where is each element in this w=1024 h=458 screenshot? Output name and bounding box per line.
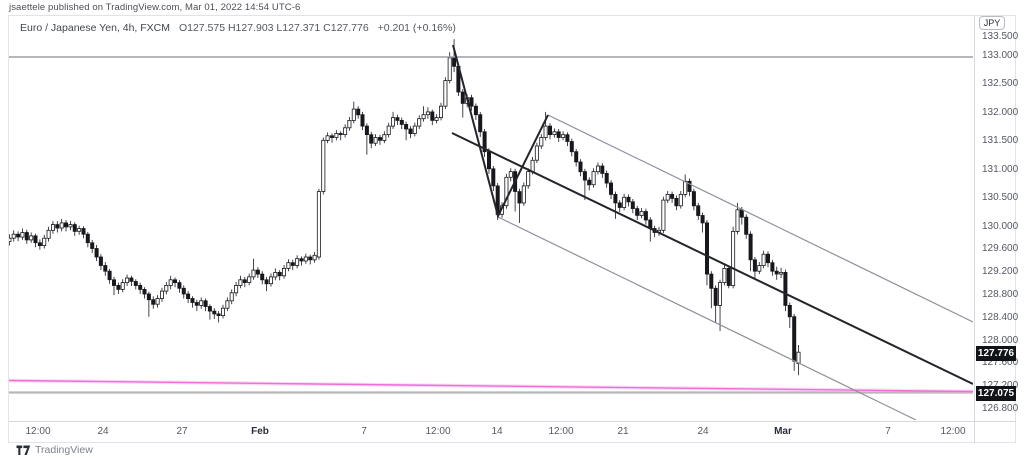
time-tick: 12:00 bbox=[425, 426, 451, 437]
change-value: +0.201 (+0.16%) bbox=[377, 22, 456, 34]
time-axis[interactable]: 12:00 24 27 Feb 7 12:00 14 12:00 21 24 Mar 7 12:00 bbox=[9, 422, 974, 443]
price-label: 128.000 bbox=[982, 334, 1019, 346]
price-badge: 127.776 bbox=[976, 345, 1016, 361]
time-tick: Mar bbox=[774, 426, 792, 437]
price-label: 129.200 bbox=[982, 266, 1019, 278]
price-label-top: 133.500 bbox=[982, 31, 1019, 42]
tradingview-brand[interactable]: TradingView bbox=[16, 444, 93, 456]
price-label: 129.600 bbox=[982, 243, 1019, 255]
price-label: 126.800 bbox=[982, 402, 1019, 414]
price-label: 132.000 bbox=[982, 106, 1019, 118]
price-label: 132.500 bbox=[982, 78, 1019, 90]
time-tick: 7 bbox=[361, 426, 367, 437]
time-tick: 12:00 bbox=[548, 426, 574, 437]
time-tick: Feb bbox=[251, 426, 269, 437]
price-label: 127.600 bbox=[982, 357, 1019, 369]
price-label: 128.800 bbox=[982, 288, 1019, 300]
price-label: 133.000 bbox=[982, 50, 1019, 61]
price-label: 128.400 bbox=[982, 311, 1019, 323]
time-tick: 12:00 bbox=[940, 426, 966, 437]
brand-label: TradingView bbox=[35, 444, 93, 456]
price-label: 127.200 bbox=[982, 380, 1018, 391]
time-tick: 7 bbox=[885, 426, 891, 437]
time-tick: 12:00 bbox=[25, 426, 51, 437]
currency-button[interactable]: JPY bbox=[979, 16, 1005, 30]
time-tick: 24 bbox=[97, 426, 109, 437]
price-label: 130.000 bbox=[982, 220, 1019, 232]
ohlc-values: O127.575 H127.903 L127.371 C127.776 bbox=[178, 22, 369, 34]
tradingview-logo-icon bbox=[16, 445, 31, 455]
price-axis-separator bbox=[974, 16, 975, 443]
price-badge: 127.075 bbox=[976, 385, 1016, 401]
time-tick: 24 bbox=[697, 426, 709, 437]
chart-widget[interactable]: Euro / Japanese Yen, 4h, FXCM O127.575 H… bbox=[8, 15, 1019, 443]
time-axis-separator bbox=[9, 421, 1016, 422]
symbol-legend[interactable]: Euro / Japanese Yen, 4h, FXCM O127.575 H… bbox=[20, 22, 462, 34]
price-label: 131.000 bbox=[982, 163, 1019, 175]
price-label: 131.500 bbox=[982, 135, 1019, 147]
time-tick: 21 bbox=[617, 426, 629, 437]
price-axis[interactable]: 133.500 JPY 133.000 132.500 132.000 131.500… bbox=[975, 16, 1019, 421]
time-tick: 27 bbox=[176, 426, 188, 437]
symbol-title: Euro / Japanese Yen, 4h, FXCM bbox=[20, 22, 171, 34]
price-label: 130.500 bbox=[982, 192, 1019, 204]
publish-info: jsaettele published on TradingView.com, … bbox=[9, 2, 301, 13]
time-tick: 14 bbox=[491, 426, 503, 437]
